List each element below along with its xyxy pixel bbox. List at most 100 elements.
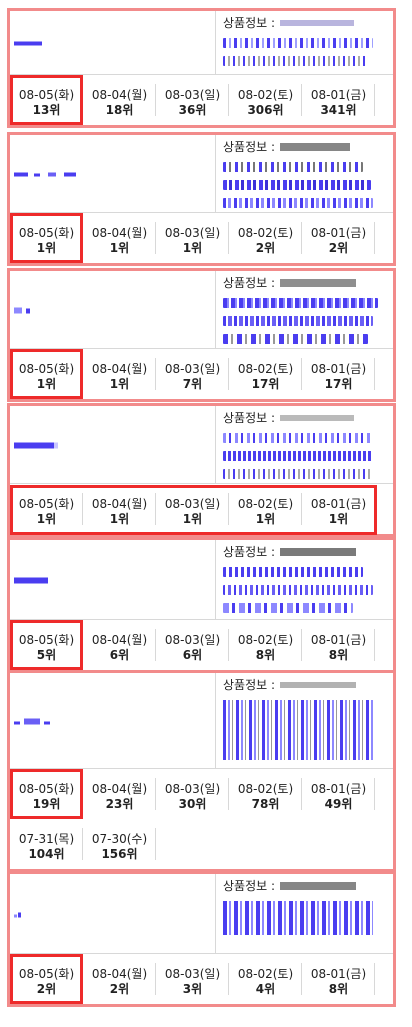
rank-cell[interactable]: 08-03(일) 1위 <box>156 213 229 263</box>
rank-cell[interactable]: 08-03(일) 30위 <box>156 769 229 819</box>
product-card: 상품정보 : 08-05(화) 1위 08-04(월) 1위 08-03(일) 7위 … <box>7 268 396 402</box>
date-label: 08-03(일) <box>164 497 221 511</box>
rank-cell[interactable]: 08-04(월) 1위 <box>83 349 156 399</box>
rank-history: 08-05(화) 13위 08-04(월) 18위 08-03(일) 36위 08-0… <box>10 75 393 125</box>
rank-value: 49위 <box>324 797 353 811</box>
date-label: 08-01(금) <box>310 782 367 796</box>
info-label: 상품정보 : <box>223 276 276 290</box>
rank-history: 08-05(화) 1위 08-04(월) 1위 08-03(일) 1위 08-02(토… <box>10 484 393 534</box>
date-label: 07-31(목) <box>18 832 75 846</box>
rank-cell[interactable]: 08-02(토) 1위 <box>229 484 302 534</box>
rank-value: 6위 <box>182 648 203 662</box>
redacted-description <box>223 567 387 613</box>
rank-cell[interactable]: 08-02(토) 78위 <box>229 769 302 819</box>
date-label: 08-02(토) <box>237 88 294 102</box>
rank-value: 8위 <box>328 648 349 662</box>
date-label: 08-04(월) <box>91 226 148 240</box>
rank-value: 78위 <box>251 797 280 811</box>
rank-cell[interactable]: 08-02(토) 2위 <box>229 213 302 263</box>
rank-value: 341위 <box>320 103 357 117</box>
date-label: 08-02(토) <box>237 967 294 981</box>
rank-cell-today[interactable]: 08-05(화) 5위 <box>10 620 83 670</box>
date-label: 08-05(화) <box>18 967 75 981</box>
product-info: 상품정보 : <box>216 271 393 348</box>
date-label: 08-02(토) <box>237 633 294 647</box>
rank-cell[interactable]: 08-04(월) 18위 <box>83 75 156 125</box>
product-card: 상품정보 : 08-05(화) 13위 08-04(월) 18위 08-03(일) 3… <box>7 8 396 128</box>
rank-cell[interactable]: 08-03(일) 36위 <box>156 75 229 125</box>
rank-value: 1위 <box>36 512 57 526</box>
rank-history: 08-05(화) 2위 08-04(월) 2위 08-03(일) 3위 08-02(토… <box>10 954 393 1004</box>
rank-value: 5위 <box>36 648 57 662</box>
rank-value: 36위 <box>178 103 207 117</box>
rank-cell[interactable]: 08-02(토) 17위 <box>229 349 302 399</box>
info-label: 상품정보 : <box>223 678 276 692</box>
redacted-code <box>280 882 357 890</box>
rank-cell-today[interactable]: 08-05(화) 1위 <box>10 213 83 263</box>
brand-logo <box>10 11 216 74</box>
rank-value: 1위 <box>109 377 130 391</box>
redacted-logo <box>14 577 48 583</box>
date-label: 07-30(수) <box>91 832 148 846</box>
product-info: 상품정보 : <box>216 135 393 212</box>
rank-cell[interactable]: 08-03(일) 1위 <box>156 484 229 534</box>
redacted-logo <box>14 718 50 724</box>
redacted-description <box>223 38 387 66</box>
redacted-logo <box>14 912 21 917</box>
redacted-code <box>280 548 357 556</box>
redacted-description <box>223 298 387 344</box>
rank-cell[interactable]: 07-30(수) 156위 <box>83 819 156 869</box>
product-info: 상품정보 : <box>216 874 393 953</box>
product-card: 상품정보 : 08-05(화) 1위 08-04(월) 1위 08-03(일) 1위 … <box>7 403 396 537</box>
rank-cell[interactable]: 08-04(월) 6위 <box>83 620 156 670</box>
date-label: 08-05(화) <box>18 226 75 240</box>
redacted-code <box>280 143 351 151</box>
rank-cell[interactable]: 08-04(월) 1위 <box>83 484 156 534</box>
redacted-logo <box>14 442 58 448</box>
rank-cell[interactable]: 08-03(일) 3위 <box>156 954 229 1004</box>
date-label: 08-04(월) <box>91 633 148 647</box>
rank-cell[interactable]: 08-01(금) 2위 <box>302 213 375 263</box>
product-info: 상품정보 : <box>216 406 393 483</box>
redacted-logo <box>14 307 30 313</box>
rank-value: 2위 <box>255 241 276 255</box>
date-label: 08-01(금) <box>310 226 367 240</box>
rank-value: 17위 <box>324 377 353 391</box>
brand-logo <box>10 406 216 483</box>
rank-cell[interactable]: 08-01(금) 17위 <box>302 349 375 399</box>
rank-cell[interactable]: 08-02(토) 306위 <box>229 75 302 125</box>
rank-cell[interactable]: 08-04(월) 23위 <box>83 769 156 819</box>
rank-cell-today[interactable]: 08-05(화) 19위 <box>10 769 83 819</box>
product-info: 상품정보 : <box>216 673 393 768</box>
rank-cell[interactable]: 08-03(일) 6위 <box>156 620 229 670</box>
rank-cell[interactable]: 08-04(월) 2위 <box>83 954 156 1004</box>
redacted-description <box>223 433 387 479</box>
rank-value: 30위 <box>178 797 207 811</box>
date-label: 08-01(금) <box>310 497 367 511</box>
rank-cell[interactable]: 08-04(월) 1위 <box>83 213 156 263</box>
rank-cell[interactable]: 07-31(목) 104위 <box>10 819 83 869</box>
rank-cell-today[interactable]: 08-05(화) 1위 <box>10 484 83 534</box>
rank-cell[interactable]: 08-01(금) 8위 <box>302 620 375 670</box>
rank-cell[interactable]: 08-01(금) 8위 <box>302 954 375 1004</box>
rank-cell-today[interactable]: 08-05(화) 2위 <box>10 954 83 1004</box>
rank-cell-today[interactable]: 08-05(화) 13위 <box>10 75 83 125</box>
date-label: 08-03(일) <box>164 226 221 240</box>
product-info: 상품정보 : <box>216 540 393 619</box>
rank-value: 2위 <box>109 982 130 996</box>
rank-cell[interactable]: 08-01(금) 1위 <box>302 484 375 534</box>
rank-cell[interactable]: 08-01(금) 49위 <box>302 769 375 819</box>
rank-value: 18위 <box>105 103 134 117</box>
rank-cell[interactable]: 08-01(금) 341위 <box>302 75 375 125</box>
redacted-code <box>280 415 355 421</box>
rank-value: 1위 <box>109 512 130 526</box>
rank-cell[interactable]: 08-03(일) 7위 <box>156 349 229 399</box>
product-card: 상품정보 : 08-05(화) 19위 08-04(월) 23위 08-03(일) 3… <box>7 670 396 872</box>
rank-cell[interactable]: 08-02(토) 8위 <box>229 620 302 670</box>
rank-cell[interactable]: 08-02(토) 4위 <box>229 954 302 1004</box>
redacted-logo <box>14 41 42 45</box>
rank-value: 306위 <box>247 103 284 117</box>
date-label: 08-01(금) <box>310 633 367 647</box>
rank-cell-today[interactable]: 08-05(화) 1위 <box>10 349 83 399</box>
date-label: 08-05(화) <box>18 362 75 376</box>
